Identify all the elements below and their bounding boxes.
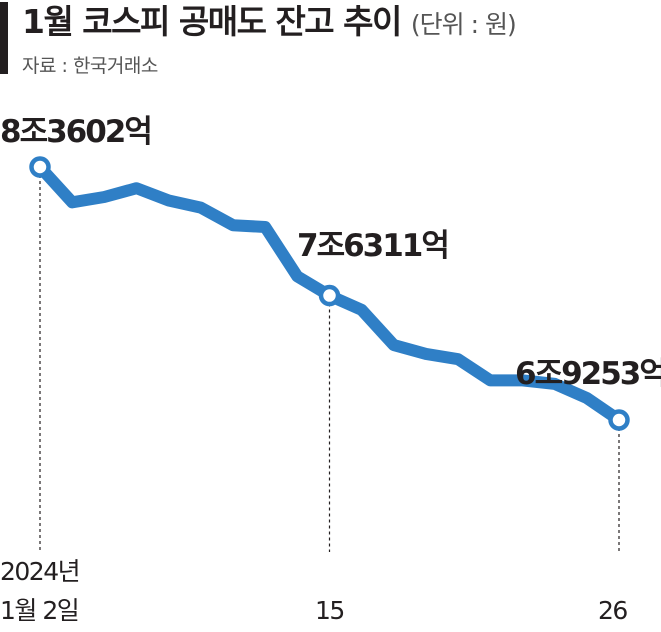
chart-title-text: 1월 코스피 공매도 잔고 추이 [22, 2, 402, 41]
data-point-7 [264, 225, 267, 228]
data-point-4 [167, 199, 170, 202]
value-label-1: 7조6311억 [297, 228, 450, 264]
data-point-1 [71, 201, 74, 204]
data-point-14 [489, 379, 492, 382]
x-tick-label-1-0: 15 [315, 596, 345, 625]
data-point-12 [425, 352, 427, 355]
x-tick-label-0-0: 2024년 [0, 557, 81, 586]
data-point-8 [296, 275, 299, 278]
data-point-2 [103, 196, 106, 199]
data-point-10 [360, 308, 363, 311]
data-point-15 [521, 379, 524, 382]
value-label-0: 8조3602억 [0, 114, 153, 150]
data-point-5 [199, 206, 202, 209]
x-tick-label-2-0: 26 [598, 596, 628, 625]
source-label: 자료 : 한국거래소 [22, 55, 158, 77]
highlight-marker-2 [608, 409, 630, 431]
highlight-marker-1 [318, 284, 341, 307]
data-point-6 [232, 224, 234, 227]
value-label-2: 6조9253억 [515, 356, 661, 392]
data-point-3 [135, 187, 138, 190]
x-tick-label-0-1: 1월 2일 [0, 596, 80, 625]
highlight-marker-0 [29, 156, 51, 178]
chart-title: 1월 코스피 공매도 잔고 추이 (단위 : 원) [22, 0, 517, 47]
data-point-16 [553, 382, 556, 385]
data-point-11 [392, 344, 395, 347]
unit-label: (단위 : 원) [410, 10, 517, 39]
title-accent-bar [0, 2, 8, 74]
data-point-13 [457, 358, 460, 361]
data-point-17 [585, 397, 588, 400]
